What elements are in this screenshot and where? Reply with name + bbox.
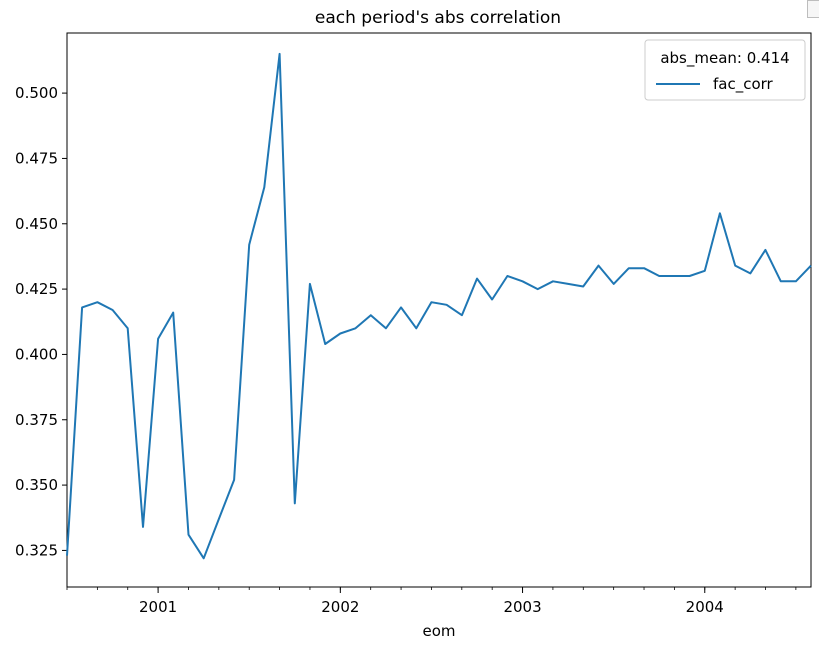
legend-title: abs_mean: 0.414 [660, 49, 789, 68]
y-tick-label: 0.400 [15, 345, 58, 363]
x-tick-label: 2004 [686, 598, 724, 616]
resize-handle[interactable] [807, 0, 819, 18]
x-axis: 2001 2002 2003 2004 [66, 587, 797, 616]
legend-entry-label: fac_corr [713, 75, 774, 94]
y-tick-label: 0.500 [15, 84, 58, 102]
plot-area [66, 32, 812, 588]
y-tick-label: 0.450 [15, 215, 58, 233]
y-tick-label: 0.350 [15, 476, 58, 494]
x-tick-label: 2002 [321, 598, 359, 616]
plot-frame [66, 32, 812, 588]
y-axis: 0.325 0.350 0.375 0.400 0.425 0.450 0.475 0.500 [15, 84, 67, 559]
x-axis-label: eom [422, 622, 455, 640]
series-line-fac_corr [66, 52, 812, 560]
legend: abs_mean: 0.414 fac_corr [644, 39, 806, 101]
x-tick-label: 2001 [139, 598, 177, 616]
x-tick-label: 2003 [503, 598, 541, 616]
y-tick-label: 0.375 [15, 411, 58, 429]
chart-title: each period's abs correlation [315, 8, 561, 28]
y-tick-label: 0.325 [15, 541, 58, 559]
y-tick-label: 0.475 [15, 149, 58, 167]
y-tick-label: 0.425 [15, 280, 58, 298]
